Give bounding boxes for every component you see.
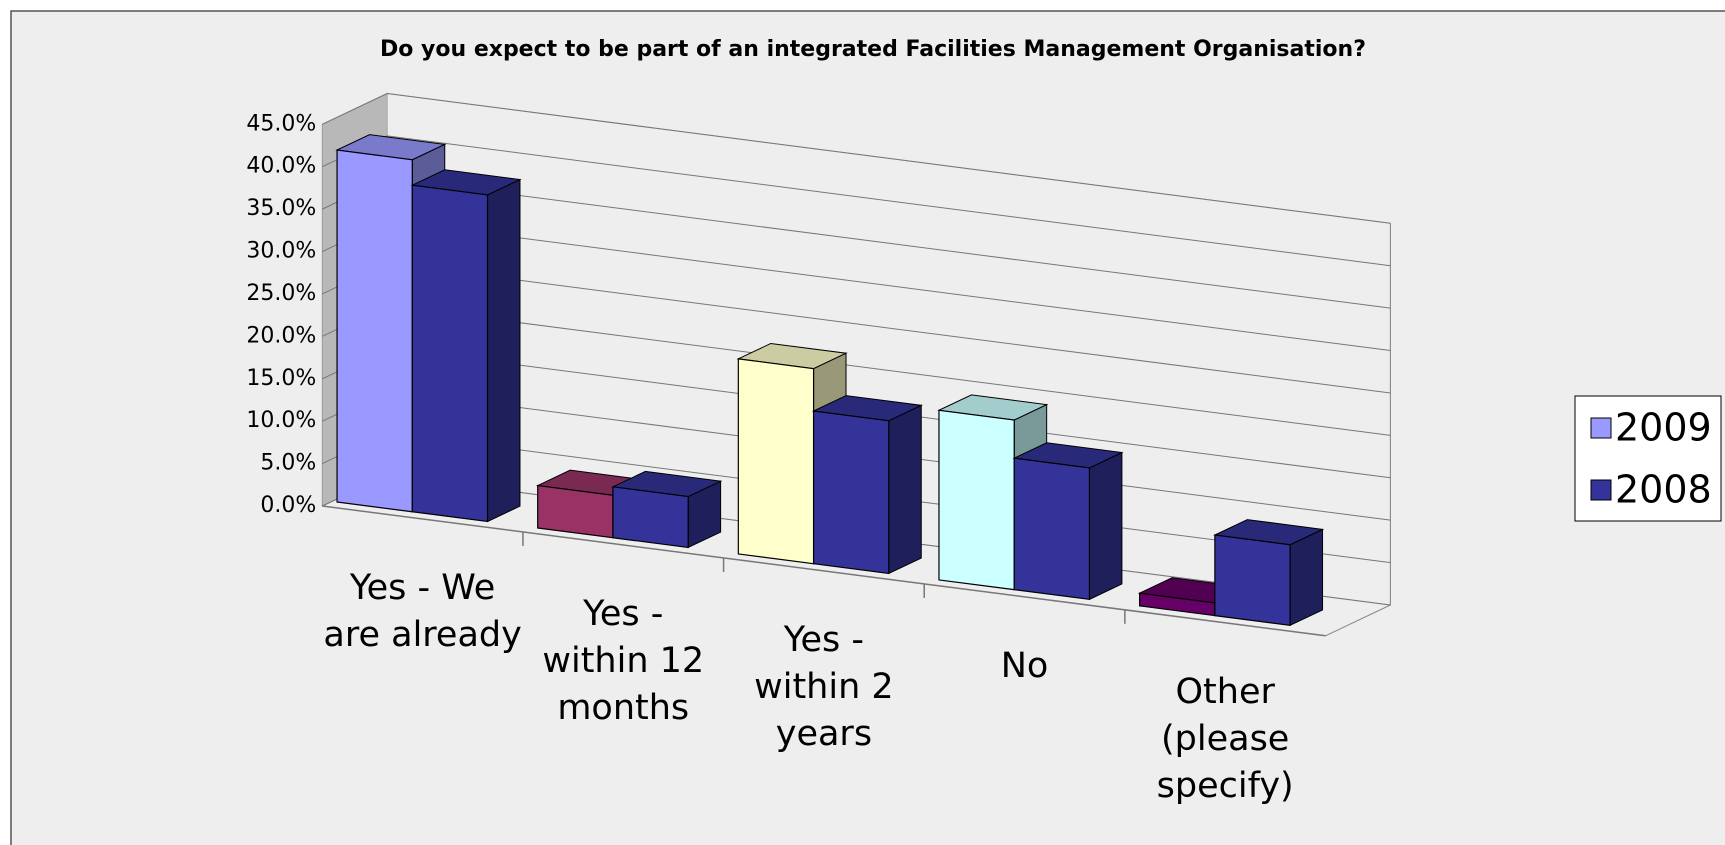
legend-swatch [1590, 479, 1612, 501]
bar-side [1289, 528, 1324, 627]
y-tick-label: 5.0% [260, 451, 316, 476]
y-tick-label: 25.0% [246, 281, 316, 306]
x-tick-label: Yes -within 2 years [754, 620, 894, 754]
bar [1213, 519, 1325, 627]
y-tick-label: 0.0% [260, 493, 316, 518]
chart-title: Do you expect to be part of an integrate… [380, 37, 1366, 62]
bar [410, 169, 522, 523]
legend-label: 2009 [1615, 406, 1712, 450]
bar-front [336, 149, 413, 513]
bar-front [612, 486, 689, 549]
grid-line [322, 92, 1391, 224]
y-tick-label: 35.0% [246, 196, 316, 221]
floor-edge [322, 505, 1326, 637]
bar-front [411, 184, 489, 523]
y-tick-label: 10.0% [246, 408, 316, 433]
bar-side [888, 404, 922, 575]
bar [811, 395, 924, 575]
x-tick-label: Yes -within 12 months [542, 594, 704, 728]
legend-label: 2008 [1615, 468, 1712, 512]
y-tick-label: 40.0% [246, 154, 316, 179]
y-tick-label: 15.0% [246, 366, 316, 391]
y-tick-label: 45.0% [246, 111, 316, 136]
bar-side [487, 178, 521, 523]
bar [1012, 442, 1124, 601]
x-tick-label: Yes - We are already [323, 568, 521, 655]
bar-front [737, 358, 815, 565]
bar-front [537, 484, 614, 539]
bar-front [1013, 457, 1091, 601]
bar-front [1214, 534, 1291, 627]
bar [611, 470, 723, 549]
x-tick-label: Other (please specify) [1157, 672, 1294, 806]
legend-swatch [1590, 417, 1612, 439]
y-tick-label: 30.0% [246, 239, 316, 264]
bar-front [938, 409, 1015, 591]
y-tick-label: 20.0% [246, 323, 316, 348]
bar-side [1088, 451, 1123, 601]
bar-front [812, 410, 890, 575]
x-tick-label: No [1001, 646, 1049, 686]
